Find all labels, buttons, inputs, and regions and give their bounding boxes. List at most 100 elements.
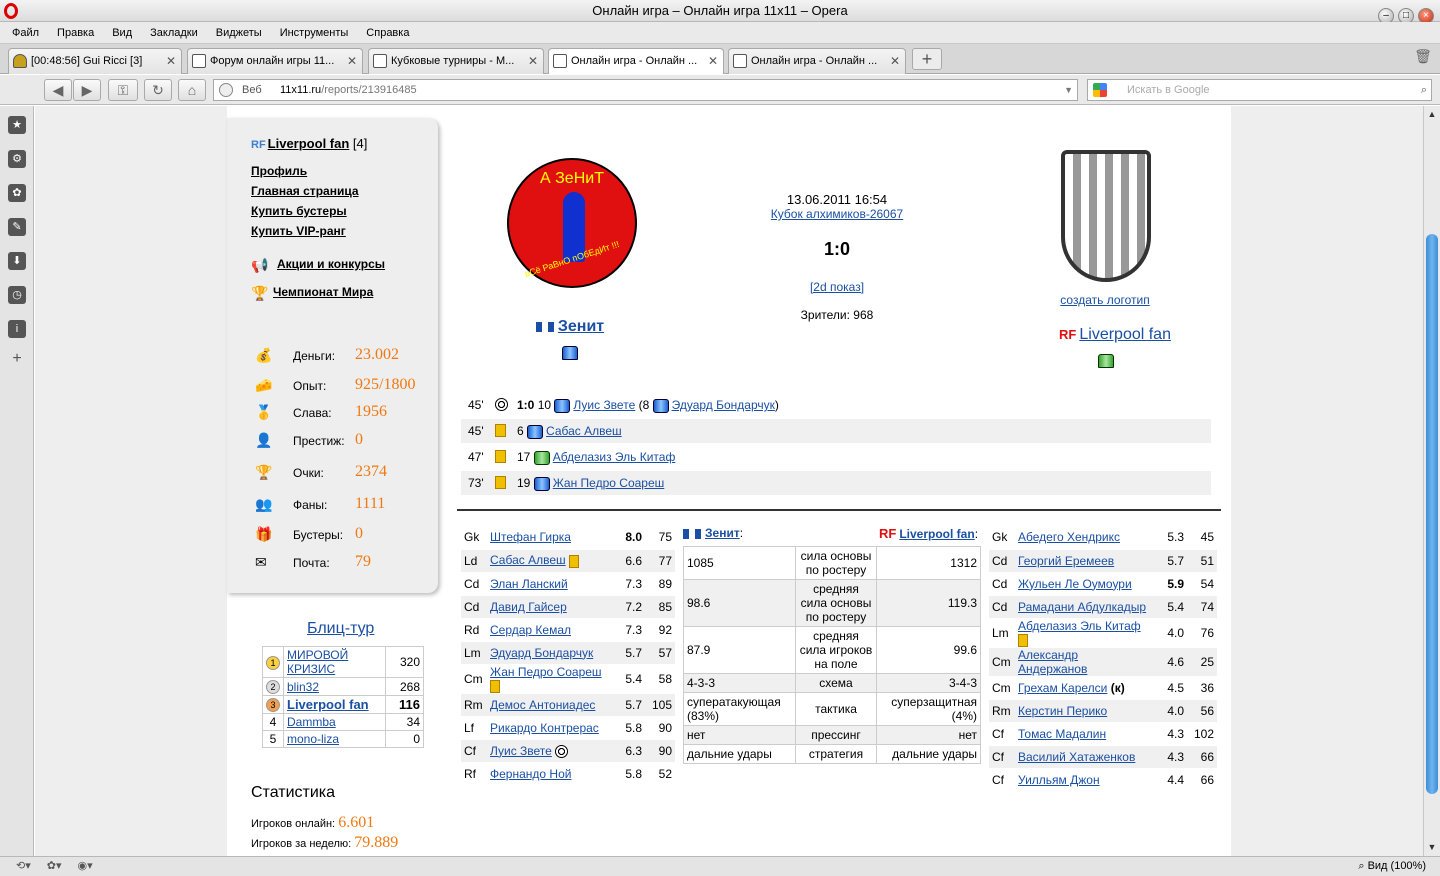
google-icon[interactable] [1093,83,1107,97]
scroll-down-icon[interactable]: ▼ [1427,842,1437,852]
team1-link[interactable]: Зенит [705,526,740,540]
tab-bar: [00:48:56] Gui Ricci [3] ✕ Форум онлайн и… [0,44,1440,74]
profile-link[interactable]: Профиль [251,164,308,178]
trash-icon[interactable]: 🗑 [1414,48,1432,64]
widgets-icon[interactable]: ⚙ [8,150,26,168]
player-link[interactable]: Жан Педро Соареш [490,664,602,679]
sync-icon[interactable]: ⟲▾ [16,860,31,872]
profile-username-link[interactable]: Liverpool fan [267,136,350,151]
history-icon[interactable]: ◷ [8,286,26,304]
search-input[interactable]: Искать в Google ⌕ [1087,79,1432,101]
zoom-level[interactable]: ⌕ Вид (100%) [1358,857,1426,876]
world-cup-link[interactable]: Чемпионат Мира [273,285,374,299]
compare-team1-header: Зенит: [683,526,743,540]
table-row: нет прессинг нет [683,725,981,745]
vertical-scrollbar[interactable]: ▲ ▼ [1423,106,1440,856]
close-tab-icon[interactable]: ✕ [707,54,718,68]
player-link[interactable]: Уилльям Джон [1018,772,1100,787]
close-tab-icon[interactable]: ✕ [346,54,357,68]
new-tab-button[interactable]: + [912,48,942,70]
player-link[interactable]: Эдуард Бондарчук [671,398,775,412]
player-link[interactable]: Абделазиз Эль Китаф [1018,618,1141,633]
tab-2[interactable]: Форум онлайн игры 11... ✕ [187,48,363,74]
scroll-up-icon[interactable]: ▲ [1427,109,1437,119]
scrollbar-thumb[interactable] [1426,234,1438,794]
team1-link[interactable]: Зенит [557,318,605,335]
add-panel-icon[interactable]: + [12,350,22,367]
team-link[interactable]: blin32 [287,679,320,694]
tab-1[interactable]: [00:48:56] Gui Ricci [3] ✕ [8,48,182,74]
team-link[interactable]: mono-liza [287,732,340,746]
player-link[interactable]: Сабас Алвеш [546,424,622,438]
player-link[interactable]: Абделазиз Эль Китаф [552,450,676,464]
turbo-icon[interactable]: ◉▾ [77,860,93,872]
home-button[interactable]: ⌂ [178,79,206,101]
player-link[interactable]: Сабас Алвеш [490,553,566,568]
promotions-link[interactable]: Акции и конкурсы [277,257,386,271]
player-link[interactable]: Эдуард Бондарчук [490,645,594,660]
back-button[interactable]: ◀ [44,79,72,101]
blue-shirt-icon [533,476,550,491]
player-link[interactable]: Василий Хатаженков [1018,749,1136,764]
team-link[interactable]: Liverpool fan [287,697,369,712]
menu-help[interactable]: Справка [366,27,410,39]
close-tab-icon[interactable]: ✕ [165,54,176,68]
home-page-link[interactable]: Главная страница [251,184,359,198]
player-link[interactable]: Жан Педро Соареш [552,476,665,490]
player-link[interactable]: Рикардо Контрерас [490,720,599,735]
player-link[interactable]: Давид Гайсер [490,599,567,614]
player-link[interactable]: Луис Звете [573,398,636,412]
downloads-icon[interactable]: ⬇ [8,252,26,270]
buy-vip-link[interactable]: Купить VIP-ранг [251,224,346,238]
menu-bookmarks[interactable]: Закладки [150,27,198,39]
search-icon[interactable]: ⌕ [1420,84,1427,96]
player-link[interactable]: Демос Антониадес [490,697,596,712]
opera-logo-icon[interactable] [4,3,18,19]
team-link[interactable]: Dammba [287,715,336,729]
team-link[interactable]: МИРОВОЙ КРИЗИС [287,648,349,676]
buy-boosters-link[interactable]: Купить бустеры [251,204,347,218]
maximize-button[interactable]: □ [1398,8,1414,24]
menu-file[interactable]: Файл [12,27,40,39]
cup-link[interactable]: Кубок алхимиков-26067 [770,207,904,221]
gold-medal-icon: 1 [266,655,280,670]
reload-button[interactable]: ↻ [144,79,172,101]
key-icon[interactable]: ⚿ [108,79,138,101]
blitz-tour-link[interactable]: Блиц-тур [307,620,375,637]
player-link[interactable]: Александр Андержанов [1018,647,1088,676]
menu-edit[interactable]: Правка [57,27,95,39]
info-icon[interactable]: i [8,320,26,338]
player-link[interactable]: Луис Звете [490,743,552,758]
player-link[interactable]: Жульен Ле Оумоури [1018,576,1132,591]
tab-5[interactable]: Онлайн игра - Онлайн ... ✕ [728,48,906,74]
show-2d-link[interactable]: [2d показ] [809,280,865,294]
url-input[interactable]: Веб 11x11.ru/reports/213916485 ▼ [213,79,1078,101]
create-logo-link[interactable]: создать логотип [1060,293,1150,307]
close-tab-icon[interactable]: ✕ [527,54,538,68]
unite-status-icon[interactable]: ✿▾ [46,860,62,872]
menu-tools[interactable]: Инструменты [279,27,349,39]
player-link[interactable]: Томас Мадалин [1018,726,1107,741]
player-link[interactable]: Керстин Перико [1018,703,1108,718]
menu-view[interactable]: Вид [112,27,133,39]
notes-icon[interactable]: ✎ [8,218,26,236]
player-link[interactable]: Элан Ланский [490,576,568,591]
player-link[interactable]: Сердар Кемал [490,622,572,637]
event-text: 19 Жан Педро Соареш [517,471,664,495]
player-link[interactable]: Рамадани Абдулкадыр [1018,599,1147,614]
team2-link[interactable]: Liverpool fan [1079,326,1171,343]
forward-button[interactable]: ▶ [73,79,101,101]
tab-3[interactable]: Кубковые турниры - М... ✕ [368,48,544,74]
menu-widgets[interactable]: Виджеты [215,27,262,39]
chevron-down-icon[interactable]: ▼ [1064,85,1073,95]
player-link[interactable]: Абедего Хендрикс [1018,530,1121,545]
player-link[interactable]: Георгий Еремеев [1018,553,1115,568]
unite-icon[interactable]: ✿ [8,184,26,202]
close-tab-icon[interactable]: ✕ [889,54,900,68]
bookmarks-icon[interactable]: ★ [8,116,26,134]
player-link[interactable]: Штефан Гирка [490,530,571,545]
player-link[interactable]: Грехам Карелси [1018,680,1108,695]
tab-4[interactable]: Онлайн игра - Онлайн ... ✕ [548,48,724,74]
player-link[interactable]: Фернандо Ной [490,766,572,781]
team2-link[interactable]: Liverpool fan [899,527,975,541]
